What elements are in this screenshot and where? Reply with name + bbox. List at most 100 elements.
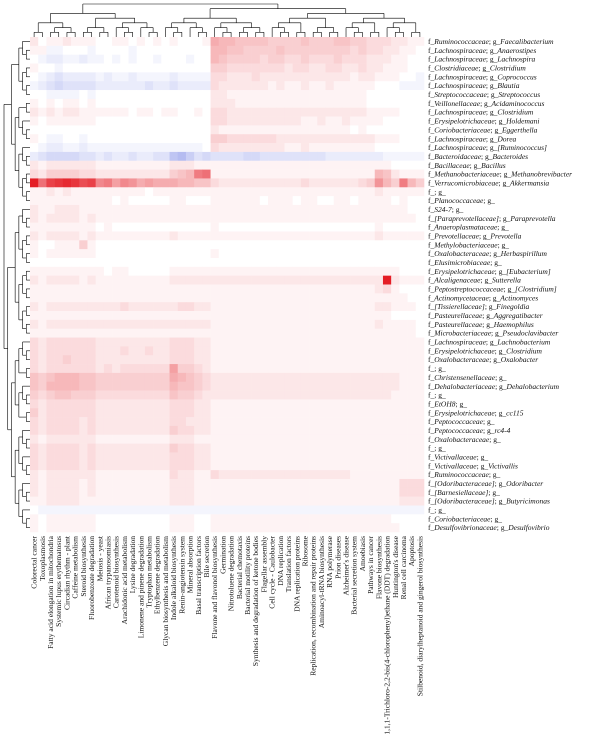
heatmap-cell	[350, 107, 359, 117]
heatmap-cell	[153, 293, 162, 303]
column-label: Replication, recombination and repair pr…	[309, 536, 318, 676]
heatmap-cell	[95, 470, 105, 480]
heatmap-cell	[243, 196, 252, 206]
heatmap-cell	[341, 169, 351, 179]
heatmap-cell	[284, 425, 293, 436]
heatmap-cell	[218, 337, 228, 347]
heatmap-cell	[317, 417, 326, 427]
heatmap-cell	[62, 328, 72, 338]
heatmap-cell	[391, 222, 400, 232]
row-label: f_; g_	[428, 506, 446, 515]
heatmap-cell	[341, 81, 351, 91]
heatmap-cell	[169, 505, 179, 515]
heatmap-cell	[309, 284, 318, 294]
heatmap-cell	[87, 346, 96, 356]
heatmap-cell	[30, 249, 39, 259]
heatmap-cell	[341, 45, 351, 55]
heatmap-cell	[350, 125, 359, 135]
heatmap-cell	[407, 45, 417, 55]
heatmap-cell	[62, 425, 72, 436]
heatmap-cell	[136, 116, 146, 126]
heatmap-cell	[309, 505, 318, 515]
heatmap-cell	[243, 328, 252, 338]
heatmap-cell	[169, 487, 179, 497]
heatmap-cell	[300, 328, 310, 338]
heatmap-cell	[382, 381, 392, 391]
heatmap-cell	[38, 116, 47, 126]
heatmap-cell	[235, 107, 244, 117]
heatmap-cell	[136, 302, 146, 312]
heatmap-cell	[268, 355, 277, 365]
heatmap-cell	[71, 45, 80, 55]
heatmap-cell	[284, 213, 293, 223]
heatmap-cell	[202, 90, 211, 100]
heatmap-cell	[366, 107, 376, 117]
heatmap-cell	[30, 443, 39, 453]
heatmap-cell	[177, 169, 187, 179]
heatmap-cell	[259, 381, 269, 391]
heatmap-cell	[358, 249, 367, 259]
heatmap-cell	[128, 381, 138, 391]
heatmap-cell	[87, 134, 96, 144]
heatmap-cell	[374, 461, 384, 471]
heatmap-cell	[218, 45, 228, 55]
heatmap-cell	[300, 213, 310, 223]
heatmap-cell	[333, 54, 343, 64]
heatmap-cell	[144, 390, 154, 400]
heatmap-cell	[415, 337, 425, 347]
heatmap-cell	[251, 302, 261, 312]
column-label: Renal cell carcinoma	[399, 535, 408, 599]
heatmap-cell	[79, 425, 88, 436]
heatmap-cell	[358, 134, 367, 144]
heatmap-cell	[358, 505, 367, 515]
heatmap-cell	[251, 81, 261, 91]
heatmap-cell	[136, 514, 146, 524]
heatmap-cell	[259, 54, 269, 64]
heatmap-cell	[325, 204, 335, 215]
heatmap-cell	[243, 470, 252, 480]
heatmap-cell	[374, 487, 384, 497]
heatmap-cell	[103, 222, 113, 232]
heatmap-cell	[235, 72, 244, 82]
heatmap-cell	[374, 328, 384, 338]
heatmap-cell	[374, 372, 384, 383]
heatmap-cell	[218, 408, 228, 418]
heatmap-cell	[38, 381, 47, 391]
heatmap-cell	[144, 461, 154, 471]
heatmap-cell	[161, 204, 170, 215]
heatmap-cell	[177, 372, 187, 383]
heatmap-cell	[210, 425, 220, 436]
row-label: f_Anaeroplasmataceae; g_	[428, 223, 509, 232]
heatmap-cell	[251, 478, 261, 489]
heatmap-cell	[79, 90, 88, 100]
heatmap-cell	[350, 222, 359, 232]
heatmap-cell	[227, 196, 236, 206]
heatmap-cell	[251, 514, 261, 524]
heatmap-cell	[79, 196, 88, 206]
heatmap-cell	[268, 302, 277, 312]
heatmap-cell	[128, 399, 138, 409]
heatmap-cell	[268, 151, 277, 162]
heatmap-cell	[169, 90, 179, 100]
heatmap-cell	[62, 45, 72, 55]
heatmap-cell	[62, 293, 72, 303]
heatmap-cell	[407, 346, 417, 356]
heatmap-cell	[153, 169, 162, 179]
heatmap-cell	[136, 98, 146, 109]
heatmap-cell	[243, 390, 252, 400]
heatmap-cell	[276, 196, 285, 206]
heatmap-cell	[38, 266, 47, 276]
heatmap-cell	[202, 478, 211, 489]
heatmap-cell	[358, 266, 367, 276]
heatmap-cell	[79, 470, 88, 480]
heatmap-cell	[153, 125, 162, 135]
heatmap-cell	[268, 240, 277, 250]
heatmap-cell	[366, 275, 376, 285]
heatmap-cell	[341, 284, 351, 294]
heatmap-cell	[382, 399, 392, 409]
heatmap-cell	[268, 98, 277, 109]
heatmap-cell	[71, 257, 80, 268]
heatmap-cell	[169, 266, 179, 276]
heatmap-cell	[333, 213, 343, 223]
heatmap-cell	[382, 160, 392, 170]
